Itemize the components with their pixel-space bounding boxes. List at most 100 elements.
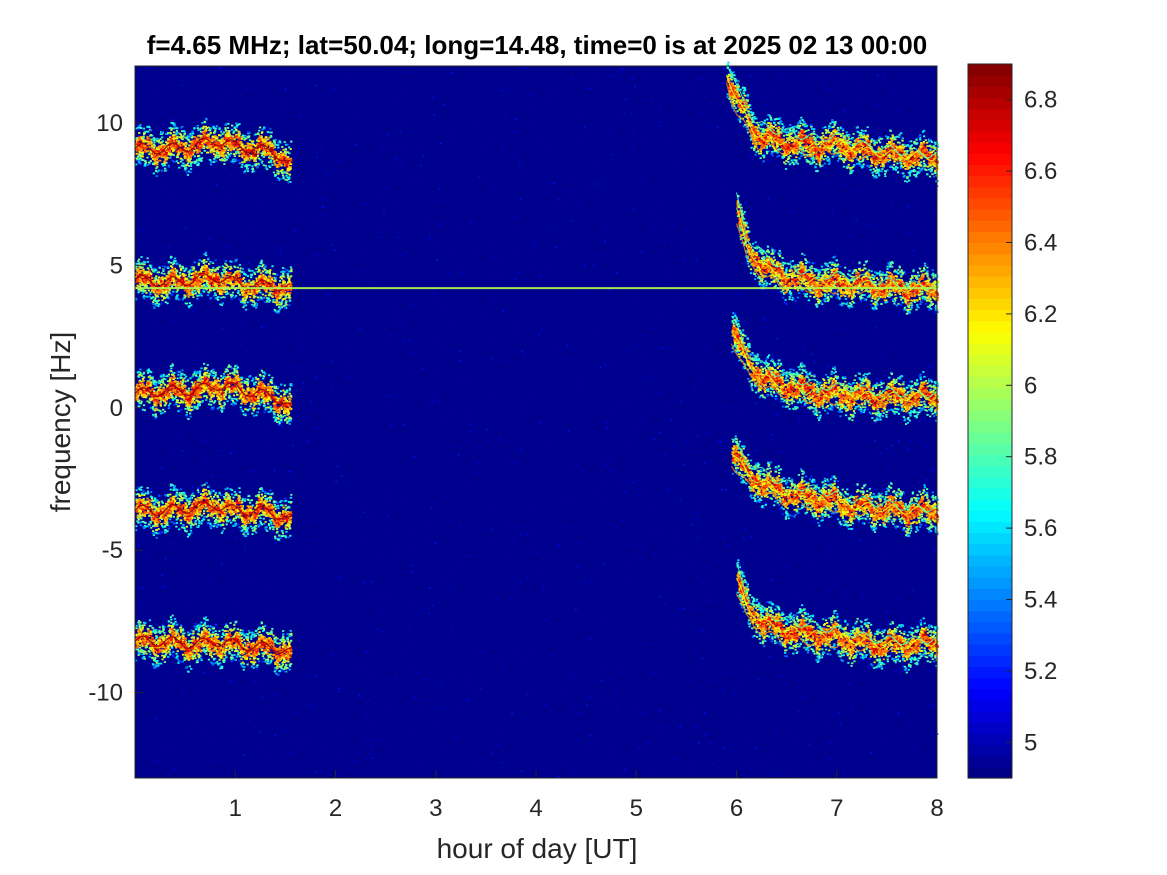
- trace-pixel: [172, 290, 175, 293]
- noise-speckle: [654, 729, 657, 731]
- noise-speckle: [325, 172, 328, 175]
- noise-speckle: [817, 77, 820, 79]
- trace-pixel: [244, 298, 247, 301]
- trace-pixel: [228, 136, 231, 139]
- noise-speckle: [837, 712, 840, 715]
- trace-pixel: [211, 283, 215, 286]
- noise-speckle: [802, 346, 805, 349]
- trace-pixel: [196, 274, 199, 277]
- noise-speckle: [583, 264, 586, 267]
- noise-speckle: [831, 351, 834, 353]
- trace-pixel: [174, 144, 178, 147]
- trace-pixel: [150, 155, 154, 158]
- noise-speckle: [155, 717, 158, 720]
- trace-pixel: [137, 149, 140, 152]
- noise-speckle: [691, 214, 694, 216]
- noise-speckle: [438, 188, 441, 190]
- trace-pixel: [238, 123, 241, 126]
- trace-pixel: [235, 125, 238, 128]
- trace-pixel: [197, 162, 200, 165]
- noise-speckle: [631, 78, 634, 80]
- trace-pixel: [196, 297, 199, 300]
- trace-pixel: [216, 136, 219, 139]
- noise-speckle: [541, 138, 544, 141]
- noise-speckle: [470, 423, 473, 426]
- trace-pixel: [138, 267, 141, 269]
- noise-speckle: [314, 84, 317, 87]
- trace-pixel: [272, 139, 276, 142]
- trace-pixel: [227, 131, 230, 134]
- trace-pixel: [231, 291, 235, 294]
- trace-pixel: [209, 260, 212, 263]
- noise-speckle: [308, 260, 311, 262]
- trace-pixel: [223, 131, 226, 134]
- trace-pixel: [228, 154, 231, 157]
- noise-speckle: [138, 78, 141, 80]
- trace-pixel: [192, 273, 196, 276]
- trace-pixel: [149, 141, 152, 144]
- noise-speckle: [267, 408, 270, 410]
- noise-speckle: [376, 131, 379, 133]
- trace-pixel: [262, 150, 265, 153]
- trace-pixel: [225, 147, 228, 150]
- noise-speckle: [574, 608, 577, 611]
- noise-speckle: [715, 95, 718, 97]
- trace-pixel: [203, 136, 206, 139]
- trace-pixel: [171, 284, 174, 286]
- trace-pixel: [204, 138, 207, 141]
- trace-pixel: [171, 159, 174, 162]
- noise-speckle: [520, 660, 523, 663]
- noise-speckle: [371, 739, 374, 741]
- noise-speckle: [477, 462, 480, 465]
- trace-pixel: [200, 279, 203, 282]
- trace-pixel: [182, 148, 186, 151]
- noise-speckle: [541, 584, 544, 587]
- trace-pixel: [216, 273, 220, 276]
- noise-speckle: [826, 251, 829, 254]
- trace-pixel: [241, 163, 244, 166]
- noise-speckle: [373, 702, 376, 705]
- noise-speckle: [919, 441, 922, 443]
- trace-pixel: [260, 262, 264, 265]
- trace-pixel: [221, 151, 224, 153]
- trace-pixel: [168, 149, 171, 152]
- trace-pixel: [224, 128, 227, 131]
- trace-pixel: [217, 134, 221, 136]
- trace-pixel: [137, 288, 140, 291]
- trace-pixel: [246, 135, 249, 138]
- noise-speckle: [656, 318, 659, 320]
- noise-speckle: [925, 479, 928, 481]
- trace-pixel: [283, 304, 286, 307]
- noise-speckle: [768, 446, 771, 448]
- trace-pixel: [179, 126, 183, 129]
- echo-trace: [134, 117, 293, 184]
- noise-speckle: [498, 440, 501, 443]
- noise-speckle: [230, 680, 233, 683]
- noise-speckle: [808, 743, 811, 745]
- noise-speckle: [729, 479, 732, 482]
- noise-speckle: [513, 538, 516, 541]
- noise-speckle: [777, 291, 780, 293]
- noise-speckle: [832, 583, 835, 585]
- trace-pixel: [141, 283, 144, 286]
- trace-pixel: [160, 131, 163, 134]
- noise-speckle: [913, 546, 916, 548]
- trace-pixel: [266, 150, 269, 153]
- trace-pixel: [162, 155, 165, 158]
- noise-speckle: [326, 411, 329, 413]
- noise-speckle: [386, 493, 389, 496]
- trace-pixel: [286, 272, 289, 275]
- noise-speckle: [776, 298, 779, 301]
- noise-speckle: [204, 106, 207, 108]
- trace-pixel: [213, 148, 216, 150]
- trace-pixel: [230, 152, 233, 155]
- trace-pixel: [149, 150, 153, 153]
- noise-speckle: [833, 738, 836, 740]
- trace-pixel: [214, 146, 217, 149]
- trace-pixel: [136, 152, 139, 155]
- trace-pixel: [165, 281, 168, 284]
- noise-speckle: [436, 705, 439, 708]
- trace-pixel: [194, 139, 197, 142]
- noise-speckle: [155, 321, 158, 324]
